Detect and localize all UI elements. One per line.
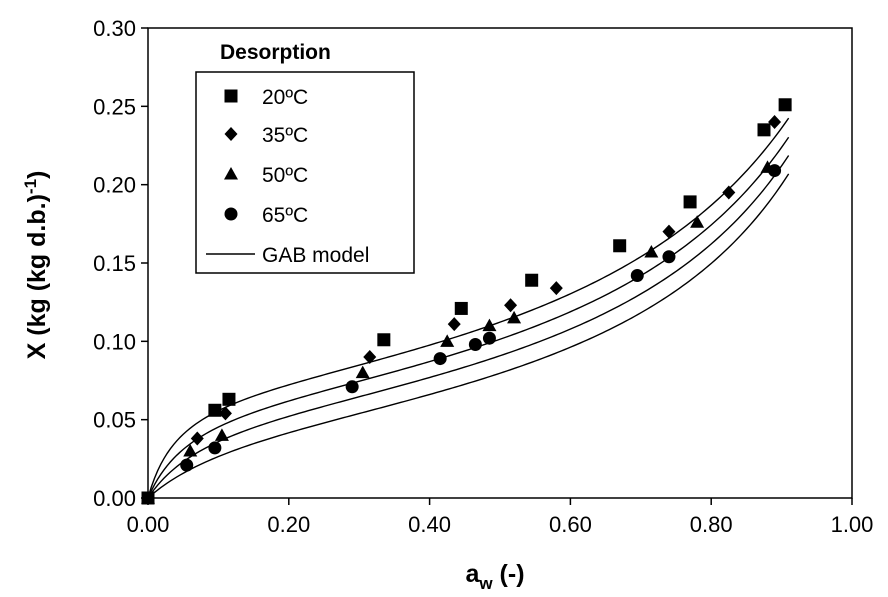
data-point-diamond xyxy=(218,406,232,421)
data-point-square xyxy=(778,98,792,112)
data-point-circle xyxy=(482,331,496,345)
gab-model-curve xyxy=(147,136,790,499)
legend-title: Desorption xyxy=(220,41,331,64)
data-point-triangle xyxy=(355,365,370,379)
data-point-diamond xyxy=(549,281,563,296)
data-point-circle xyxy=(433,352,447,366)
y-tick-label: 0.00 xyxy=(93,486,136,511)
data-point-diamond xyxy=(768,115,782,129)
data-point-diamond xyxy=(722,185,736,200)
data-point-square xyxy=(222,392,236,406)
data-point-triangle xyxy=(440,334,455,347)
legend-marker-triangle xyxy=(224,167,238,180)
x-tick-label: 0.40 xyxy=(408,512,451,537)
data-point-triangle xyxy=(183,444,198,457)
data-point-circle xyxy=(141,491,155,505)
data-point-square xyxy=(377,333,391,347)
plot-area: 0.00 0.20 0.40 0.60 0.80 1.00 0.00 0.05 0.10 0.15… xyxy=(93,16,873,537)
data-point-square xyxy=(208,403,222,417)
legend-label: 65ºC xyxy=(262,204,308,227)
legend: Desorption 20ºC 35ºC 50ºC 65ºC GAB model xyxy=(195,41,415,274)
data-point-triangle xyxy=(644,245,659,258)
data-point-triangle xyxy=(690,215,705,228)
x-tick-label: 0.20 xyxy=(267,512,310,537)
legend-marker-diamond xyxy=(224,127,238,141)
data-point-circle xyxy=(345,380,359,394)
data-point-square xyxy=(683,195,697,209)
data-point-diamond xyxy=(662,224,676,239)
x-axis-title: aw (-) xyxy=(465,560,524,593)
x-tick-label: 0.80 xyxy=(690,512,733,537)
data-point-square xyxy=(525,273,539,287)
data-point-square xyxy=(613,239,627,253)
y-tick-label: 0.05 xyxy=(93,408,136,433)
x-tick-label: 0.60 xyxy=(549,512,592,537)
data-point-diamond xyxy=(190,431,204,446)
data-point-circle xyxy=(662,250,676,264)
y-tick-label: 0.20 xyxy=(93,173,136,198)
data-point-triangle xyxy=(214,428,229,441)
y-tick-label: 0.25 xyxy=(93,94,136,119)
y-axis-title: X (kg (kg d.b.)-1) xyxy=(21,171,51,360)
data-point-diamond xyxy=(447,317,461,332)
x-tick-label: 0.00 xyxy=(127,512,170,537)
data-point-square xyxy=(757,123,771,137)
data-point-circle xyxy=(630,269,644,283)
x-tick-label: 1.00 xyxy=(831,512,874,537)
legend-marker-circle xyxy=(224,207,238,221)
data-point-diamond xyxy=(363,350,377,364)
y-tick-label: 0.10 xyxy=(93,329,136,354)
legend-label: 35ºC xyxy=(262,124,308,147)
data-point-triangle xyxy=(507,310,522,324)
data-point-circle xyxy=(180,458,194,472)
legend-label: 20ºC xyxy=(262,86,308,109)
gab-model-curve xyxy=(147,117,790,499)
gab-model-curve xyxy=(147,173,790,499)
legend-marker-square xyxy=(224,89,238,103)
data-point-circle xyxy=(468,337,482,351)
legend-label: GAB model xyxy=(262,244,369,267)
data-point-circle xyxy=(768,164,782,178)
legend-label: 50ºC xyxy=(262,164,308,187)
data-point-diamond xyxy=(504,298,518,313)
gab-model-curve xyxy=(147,155,790,499)
y-tick-label: 0.30 xyxy=(93,16,136,41)
data-point-circle xyxy=(208,441,222,455)
y-tick-label: 0.15 xyxy=(93,251,136,276)
data-point-square xyxy=(454,301,468,315)
data-point-triangle xyxy=(482,318,497,332)
legend-items: 20ºC 35ºC 50ºC 65ºC GAB model xyxy=(206,86,369,267)
